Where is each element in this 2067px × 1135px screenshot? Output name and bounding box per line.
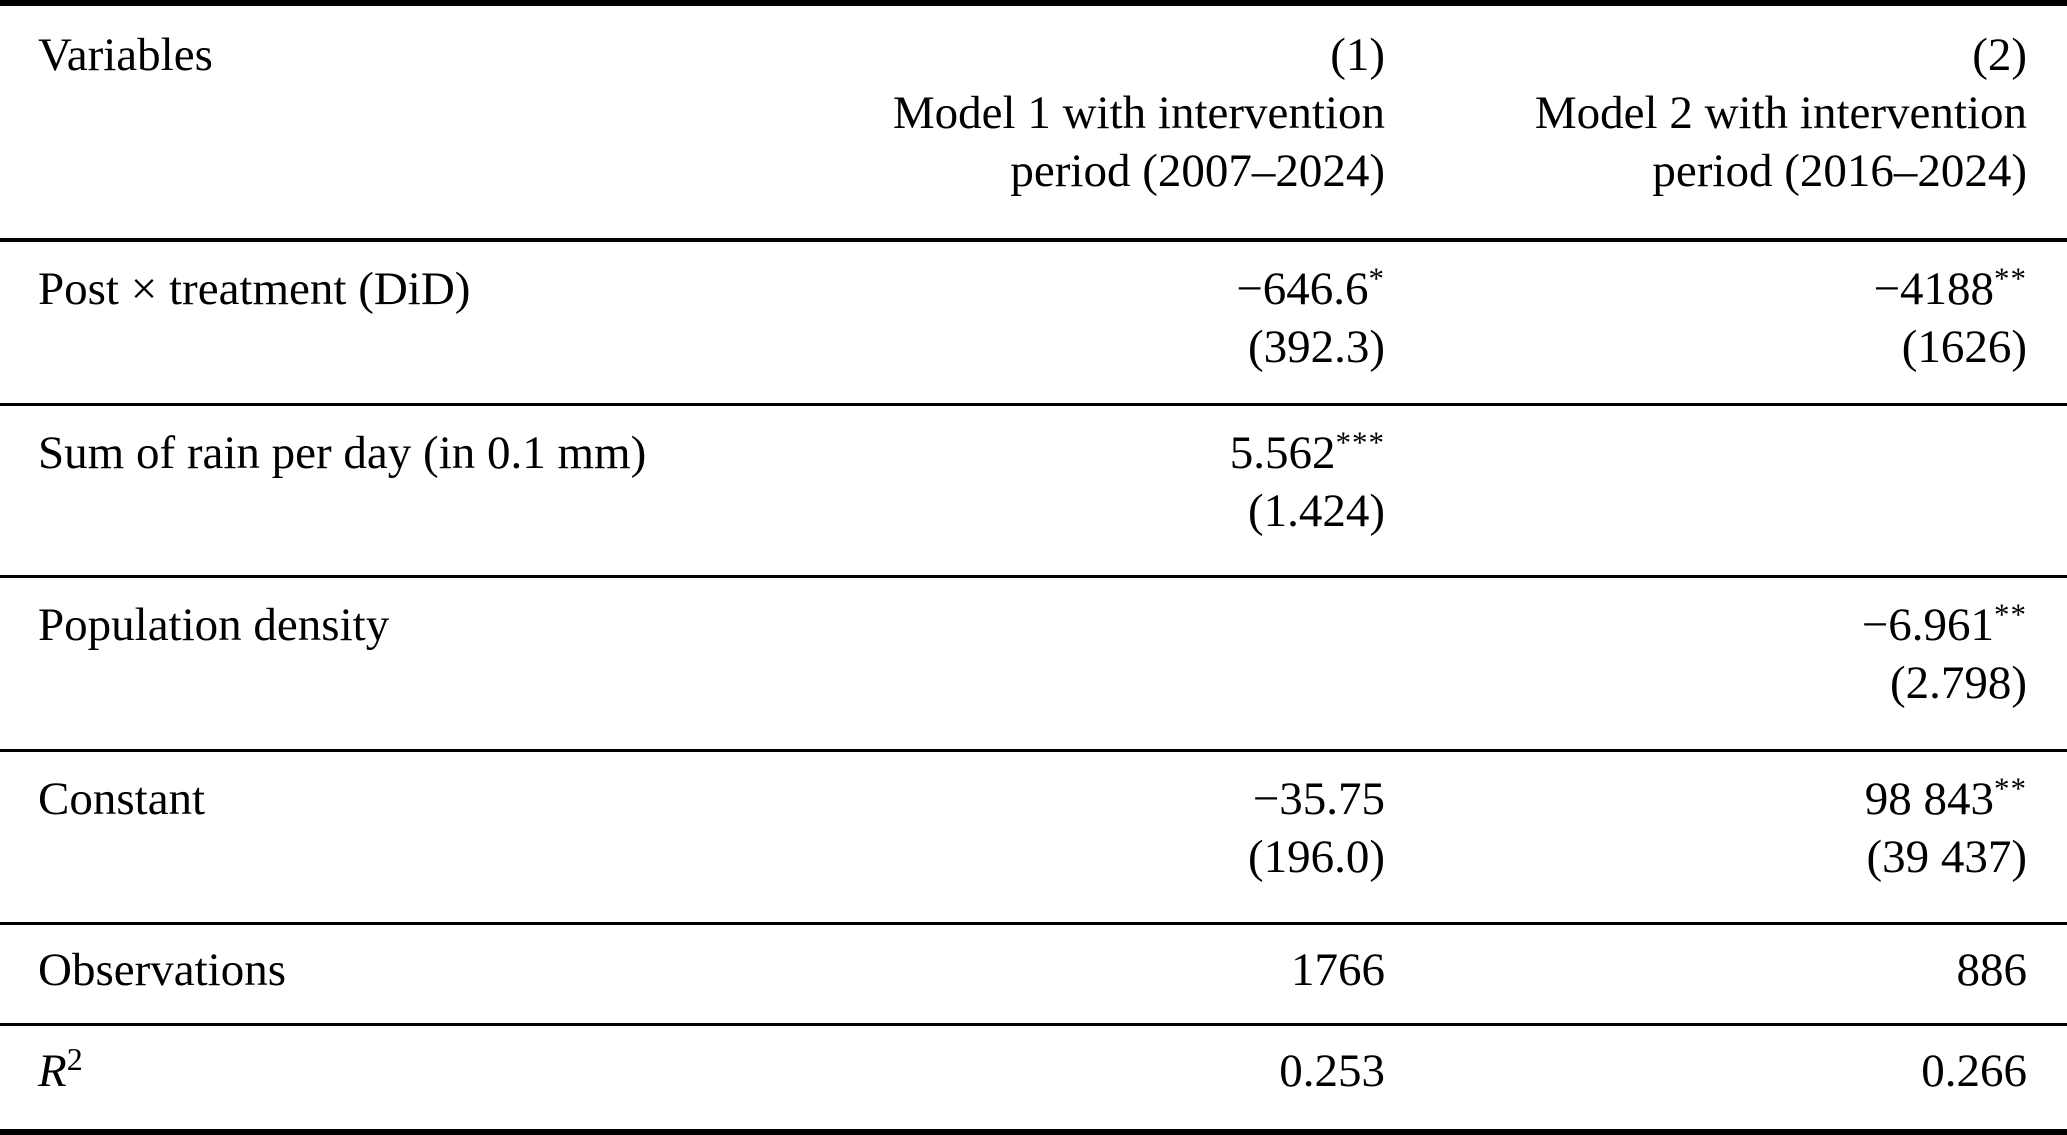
column-header-variables: Variables (38, 29, 213, 81)
column-number: (2) (1972, 29, 2027, 81)
significance-stars: * (1368, 260, 1385, 296)
column-header-model1: (1) Model 1 with intervention period (20… (800, 3, 1385, 240)
variable-label: Sum of rain per day (in 0.1 mm) (38, 427, 647, 480)
cell-model2-empty (1385, 405, 2067, 577)
cell-model1: −35.75 (196.0) (800, 751, 1385, 924)
column-header-model2: (2) Model 2 with intervention period (20… (1385, 3, 2067, 240)
coefficient-line: 5.562*** (800, 424, 1385, 482)
stat-value-model1: 0.253 (1279, 1045, 1385, 1098)
significance-stars: ** (1993, 260, 2027, 296)
table-row-population-density: Population density −6.961** (2.798) (0, 577, 2067, 751)
variable-label: Post × treatment (DiD) (38, 263, 471, 316)
standard-error: (392.3) (1247, 321, 1385, 374)
cell-model2: 98 843** (39 437) (1385, 751, 2067, 924)
stat-value-model2: 0.266 (1921, 1045, 2027, 1098)
stat-value-model1: 1766 (1291, 943, 1385, 996)
cell-model2: −4188** (1626) (1385, 240, 2067, 405)
coefficient-line: −646.6* (800, 260, 1385, 318)
significance-stars: *** (1335, 424, 1385, 460)
column-title-line1: Model 2 with intervention (1534, 87, 2027, 139)
column-title-line1: Model 1 with intervention (892, 87, 1385, 139)
standard-error: (196.0) (1247, 831, 1385, 884)
coefficient-line: −4188** (1385, 260, 2027, 318)
significance-stars: ** (1993, 770, 2027, 806)
stat-value-model2: 886 (1956, 943, 2028, 996)
table-header-row: Variables (1) Model 1 with intervention … (0, 3, 2067, 241)
coefficient-value: 5.562 (1229, 427, 1336, 480)
column-title-line2: period (2007–2024) (1010, 145, 1385, 197)
variable-label: Population density (38, 599, 390, 652)
standard-error: (39 437) (1866, 831, 2027, 884)
cell-model1: 5.562*** (1.424) (800, 405, 1385, 577)
cell-model1-empty (800, 577, 1385, 751)
coefficient-line: −35.75 (800, 770, 1385, 828)
stat-label: Observations (38, 943, 287, 996)
standard-error: (1626) (1901, 321, 2027, 374)
table-row-r-squared: R2 0.253 0.266 (0, 1025, 2067, 1132)
cell-model2: −6.961** (2.798) (1385, 577, 2067, 751)
coefficient-line: 98 843** (1385, 770, 2027, 828)
significance-stars: ** (1993, 596, 2027, 632)
variable-label: Constant (38, 773, 206, 826)
column-title-line2: period (2016–2024) (1652, 145, 2027, 197)
coefficient-value: −6.961 (1861, 599, 1994, 652)
coefficient-value: −646.6 (1236, 263, 1369, 316)
r-squared-exponent: 2 (66, 1042, 83, 1078)
table-row-constant: Constant −35.75 (196.0) 98 843** (39 437… (0, 751, 2067, 924)
table-row-observations: Observations 1766 886 (0, 923, 2067, 1025)
coefficient-value: 98 843 (1864, 773, 1994, 826)
r-squared-base: R (38, 1045, 67, 1098)
table-row-sum-of-rain: Sum of rain per day (in 0.1 mm) 5.562***… (0, 405, 2067, 577)
coefficient-value: −4188 (1873, 263, 1994, 316)
column-number: (1) (1330, 29, 1385, 81)
coefficient-value: −35.75 (1252, 773, 1385, 826)
cell-model1: −646.6* (392.3) (800, 240, 1385, 405)
table-row-post-treatment: Post × treatment (DiD) −646.6* (392.3) −… (0, 240, 2067, 405)
stat-label-r-squared: R2 (0, 1025, 800, 1132)
standard-error: (2.798) (1889, 657, 2027, 710)
standard-error: (1.424) (1247, 485, 1385, 538)
coefficient-line: −6.961** (1385, 596, 2027, 654)
